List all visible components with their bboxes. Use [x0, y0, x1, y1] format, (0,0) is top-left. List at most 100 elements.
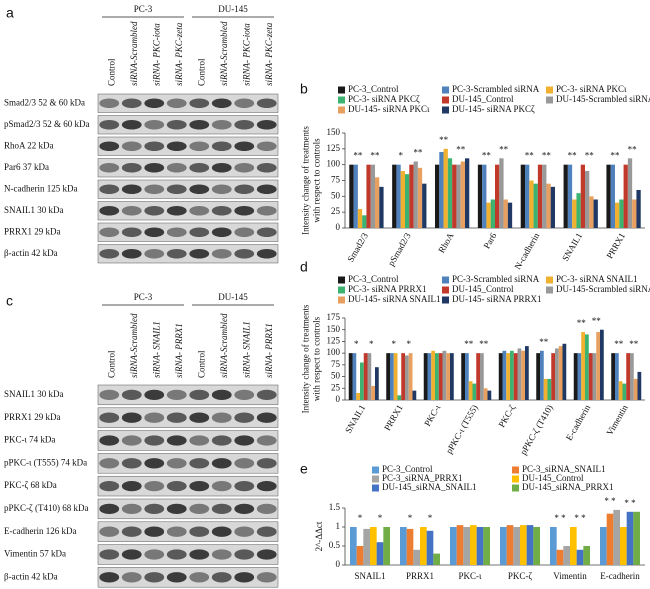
group-label: DU-145 — [218, 4, 248, 14]
bar — [400, 171, 405, 228]
bar — [476, 527, 484, 565]
blot-strip — [97, 201, 279, 221]
legend-swatch — [546, 286, 553, 294]
bar — [606, 513, 614, 565]
blot-band — [189, 98, 210, 109]
blot-strip — [97, 384, 279, 406]
bar — [632, 199, 637, 228]
blot-band — [189, 458, 210, 469]
bar — [431, 350, 435, 400]
lane-label: siRNA- PKC-iota — [151, 23, 161, 86]
blot-band — [121, 480, 142, 492]
bar — [450, 353, 454, 400]
bar — [563, 164, 568, 228]
x-tick-label: SNAIL1 — [355, 571, 386, 581]
significance-mark: ** — [585, 151, 595, 161]
blot-band — [99, 503, 120, 515]
significance-mark: * * — [554, 513, 566, 523]
bar — [583, 546, 590, 565]
bar — [596, 332, 600, 400]
legend-swatch — [442, 276, 449, 284]
y-tick-label: 150 — [327, 127, 341, 137]
significance-mark: * — [369, 339, 374, 349]
bar — [401, 353, 405, 400]
legend-label: DU-145- siRNA PKCι — [348, 104, 430, 114]
legend-label: DU-145- siRNA SNAIL1 — [348, 294, 441, 304]
significance-mark: * — [378, 513, 383, 523]
lane-label: siRNA-Scrambled — [129, 21, 139, 86]
significance-mark: * — [398, 151, 403, 161]
lane-label: siRNA-Scrambled — [129, 313, 139, 378]
lane-label: siRNA- PKC-iota — [241, 23, 251, 86]
blot-band — [211, 549, 232, 560]
blot-band — [121, 503, 142, 515]
bar — [367, 353, 372, 400]
legend-swatch — [338, 286, 345, 294]
bar — [623, 164, 628, 228]
bar — [422, 183, 427, 228]
legend-label: PC-3- siRNA PRRX1 — [348, 284, 427, 294]
bar — [636, 190, 641, 228]
blot-band — [234, 141, 255, 152]
bar — [585, 334, 589, 400]
blot-band — [144, 435, 165, 446]
row-label: Vimentin 57 kDa — [4, 549, 66, 559]
blot-strip — [97, 453, 279, 474]
blot-strip — [97, 407, 279, 428]
legend-label: DU-145-Scrambled siRNA — [556, 284, 650, 294]
y-tick-label: 175 — [327, 312, 341, 322]
blot-band — [189, 184, 210, 195]
bar — [487, 390, 492, 400]
lane-label: Control — [196, 350, 206, 378]
bar — [507, 202, 513, 228]
x-tick-label: PKC-ζ — [508, 571, 533, 581]
bar — [349, 164, 354, 228]
x-tick-label: PRRX1 — [406, 571, 434, 581]
bar — [626, 353, 630, 400]
blot-band — [166, 412, 187, 423]
significance-mark: * * — [604, 496, 616, 506]
legend-swatch — [442, 286, 449, 294]
blot-band — [189, 572, 210, 583]
bar — [397, 395, 402, 400]
bar — [521, 350, 525, 400]
bar — [417, 167, 423, 228]
row-label: N-cadherin 125 kDa — [4, 183, 77, 193]
bar — [500, 527, 507, 565]
blot-band — [256, 98, 277, 109]
bar — [573, 353, 578, 400]
blot-band — [121, 389, 142, 401]
blot-band — [189, 389, 210, 401]
blot-band — [166, 503, 187, 515]
bar — [450, 527, 457, 565]
significance-mark: ** — [479, 339, 489, 349]
blot-band — [234, 119, 255, 130]
significance-mark: ** — [525, 151, 535, 161]
blot-band — [256, 480, 277, 492]
x-tick-label: Par6 — [482, 231, 499, 251]
bar — [442, 350, 447, 400]
bar — [517, 348, 522, 400]
lane-label: siRNA- PKC-zeta — [174, 22, 184, 86]
legend-label: PC-3-Scrambled siRNA — [452, 274, 540, 284]
x-tick-label: pPKC-ζ (T410) — [518, 403, 555, 456]
y-tick-label: 150 — [327, 324, 341, 334]
significance-mark: * — [354, 339, 359, 349]
bar — [537, 164, 543, 228]
bar — [362, 215, 367, 228]
blot-band — [99, 205, 120, 216]
bar — [353, 164, 358, 228]
blot-band — [99, 526, 120, 537]
group-label: DU-145 — [218, 292, 248, 302]
x-tick-label: PKC-ι — [459, 571, 483, 581]
blot-strip — [97, 498, 279, 520]
x-tick-label: RhoA — [436, 231, 456, 255]
significance-mark: ** — [628, 144, 638, 154]
blot-band — [121, 98, 142, 109]
bar — [477, 164, 483, 228]
bar — [600, 527, 607, 565]
bar — [452, 164, 457, 228]
lane-label: siRNA- SNAIL1 — [241, 321, 251, 378]
bar — [495, 164, 500, 228]
blot-band — [189, 412, 210, 423]
